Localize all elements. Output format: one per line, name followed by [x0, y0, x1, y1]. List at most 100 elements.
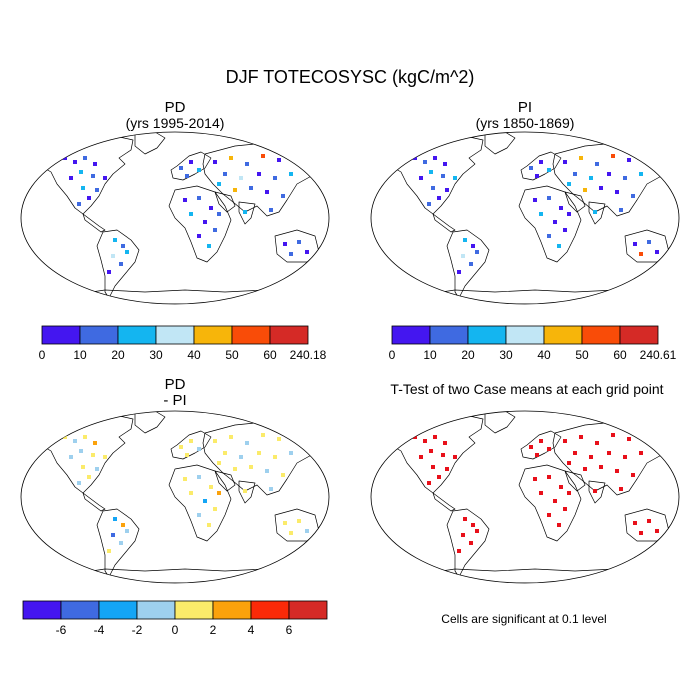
grid-cell: [229, 156, 233, 160]
panel-ttest-map: [370, 410, 680, 584]
grid-cell: [533, 198, 537, 202]
grid-cell: [589, 455, 593, 459]
coastline-africa: [518, 185, 582, 263]
grid-cell: [547, 447, 551, 451]
grid-cell: [547, 168, 551, 172]
legend-label: -6: [56, 623, 67, 637]
grid-cell: [119, 262, 123, 266]
grid-cell: [197, 168, 201, 172]
grid-cell: [639, 531, 643, 535]
legend-swatch: [619, 325, 659, 345]
grid-cell: [189, 439, 193, 443]
grid-cell: [95, 188, 99, 192]
grid-cell: [433, 156, 437, 160]
grid-cell: [209, 485, 213, 489]
coastline-central-america: [82, 492, 106, 512]
grid-cell: [305, 529, 309, 533]
grid-cell: [249, 465, 253, 469]
grid-cell: [283, 521, 287, 525]
grid-cell: [437, 196, 441, 200]
grid-cell: [429, 449, 433, 453]
grid-cell: [563, 228, 567, 232]
grid-cell: [461, 533, 465, 537]
grid-cell: [213, 439, 217, 443]
grid-cell: [183, 477, 187, 481]
legend-label: 30: [499, 348, 513, 362]
grid-cell: [567, 182, 571, 186]
grid-cell: [103, 176, 107, 180]
coastline-africa: [518, 464, 582, 542]
legend-swatch: [174, 600, 214, 620]
grid-cell: [463, 517, 467, 521]
grid-cell: [643, 156, 647, 160]
grid-cell: [607, 451, 611, 455]
grid-cell: [269, 487, 273, 491]
grid-cell: [469, 541, 473, 545]
grid-cell: [413, 156, 417, 160]
grid-cell: [567, 491, 571, 495]
coastline-arabia: [214, 470, 236, 492]
panel-diff-title: PD: [165, 376, 186, 393]
legend-label: 20: [111, 348, 125, 362]
grid-cell: [453, 455, 457, 459]
grid-cell: [217, 212, 221, 216]
panel-pd-legend: 0 10 20 30 40 50 60 240.18: [39, 325, 327, 362]
panel-diff-subtitle: - PI: [163, 392, 186, 409]
grid-cell: [627, 437, 631, 441]
grid-cell: [213, 507, 217, 511]
grid-cell: [297, 240, 301, 244]
grid-cell: [539, 212, 543, 216]
grid-cell: [567, 461, 571, 465]
grid-cell: [535, 453, 539, 457]
grid-cell: [243, 489, 247, 493]
grid-cell: [93, 441, 97, 445]
grid-cell: [573, 451, 577, 455]
grid-cell: [469, 262, 473, 266]
grid-cell: [563, 160, 567, 164]
grid-cell: [639, 172, 643, 176]
grid-cell: [427, 202, 431, 206]
grid-cell: [107, 270, 111, 274]
panel-diff-legend: -6 -4 -2 0 2 4 6: [22, 600, 328, 637]
legend-label: 0: [172, 623, 179, 637]
grid-cell: [647, 519, 651, 523]
coastline-antarctica: [414, 289, 656, 304]
coastline-south-america: [446, 508, 490, 578]
coastline-arabia: [564, 470, 586, 492]
grid-cell: [471, 523, 475, 527]
grid-cell: [431, 186, 435, 190]
grid-cell: [647, 240, 651, 244]
grid-cell: [633, 521, 637, 525]
grid-cell: [197, 234, 201, 238]
legend-swatch: [79, 325, 119, 345]
grid-cell: [535, 174, 539, 178]
grid-cell: [179, 445, 183, 449]
grid-cell: [441, 453, 445, 457]
legend-swatch: [117, 325, 157, 345]
coastline-greenland: [134, 411, 166, 434]
panel-pd-title: PD: [165, 99, 186, 116]
coastline-south-america: [96, 508, 140, 578]
coastline-africa: [168, 464, 232, 542]
grid-cell: [289, 531, 293, 535]
coastline-central-america: [432, 492, 456, 512]
grid-cell: [611, 154, 615, 158]
grid-cell: [457, 549, 461, 553]
grid-cell: [579, 435, 583, 439]
panel-ttest-note: Cells are significant at 0.1 level: [441, 612, 606, 626]
grid-cell: [423, 160, 427, 164]
grid-cell: [431, 465, 435, 469]
grid-cell: [185, 453, 189, 457]
grid-cell: [593, 210, 597, 214]
grid-cell: [583, 188, 587, 192]
grid-cell: [557, 523, 561, 527]
grid-cell: [623, 176, 627, 180]
grid-cell: [81, 465, 85, 469]
grid-cell: [87, 475, 91, 479]
grid-cell: [81, 186, 85, 190]
grid-cell: [443, 162, 447, 166]
grid-cell: [93, 162, 97, 166]
grid-cell: [95, 467, 99, 471]
legend-label: 4: [248, 623, 255, 637]
